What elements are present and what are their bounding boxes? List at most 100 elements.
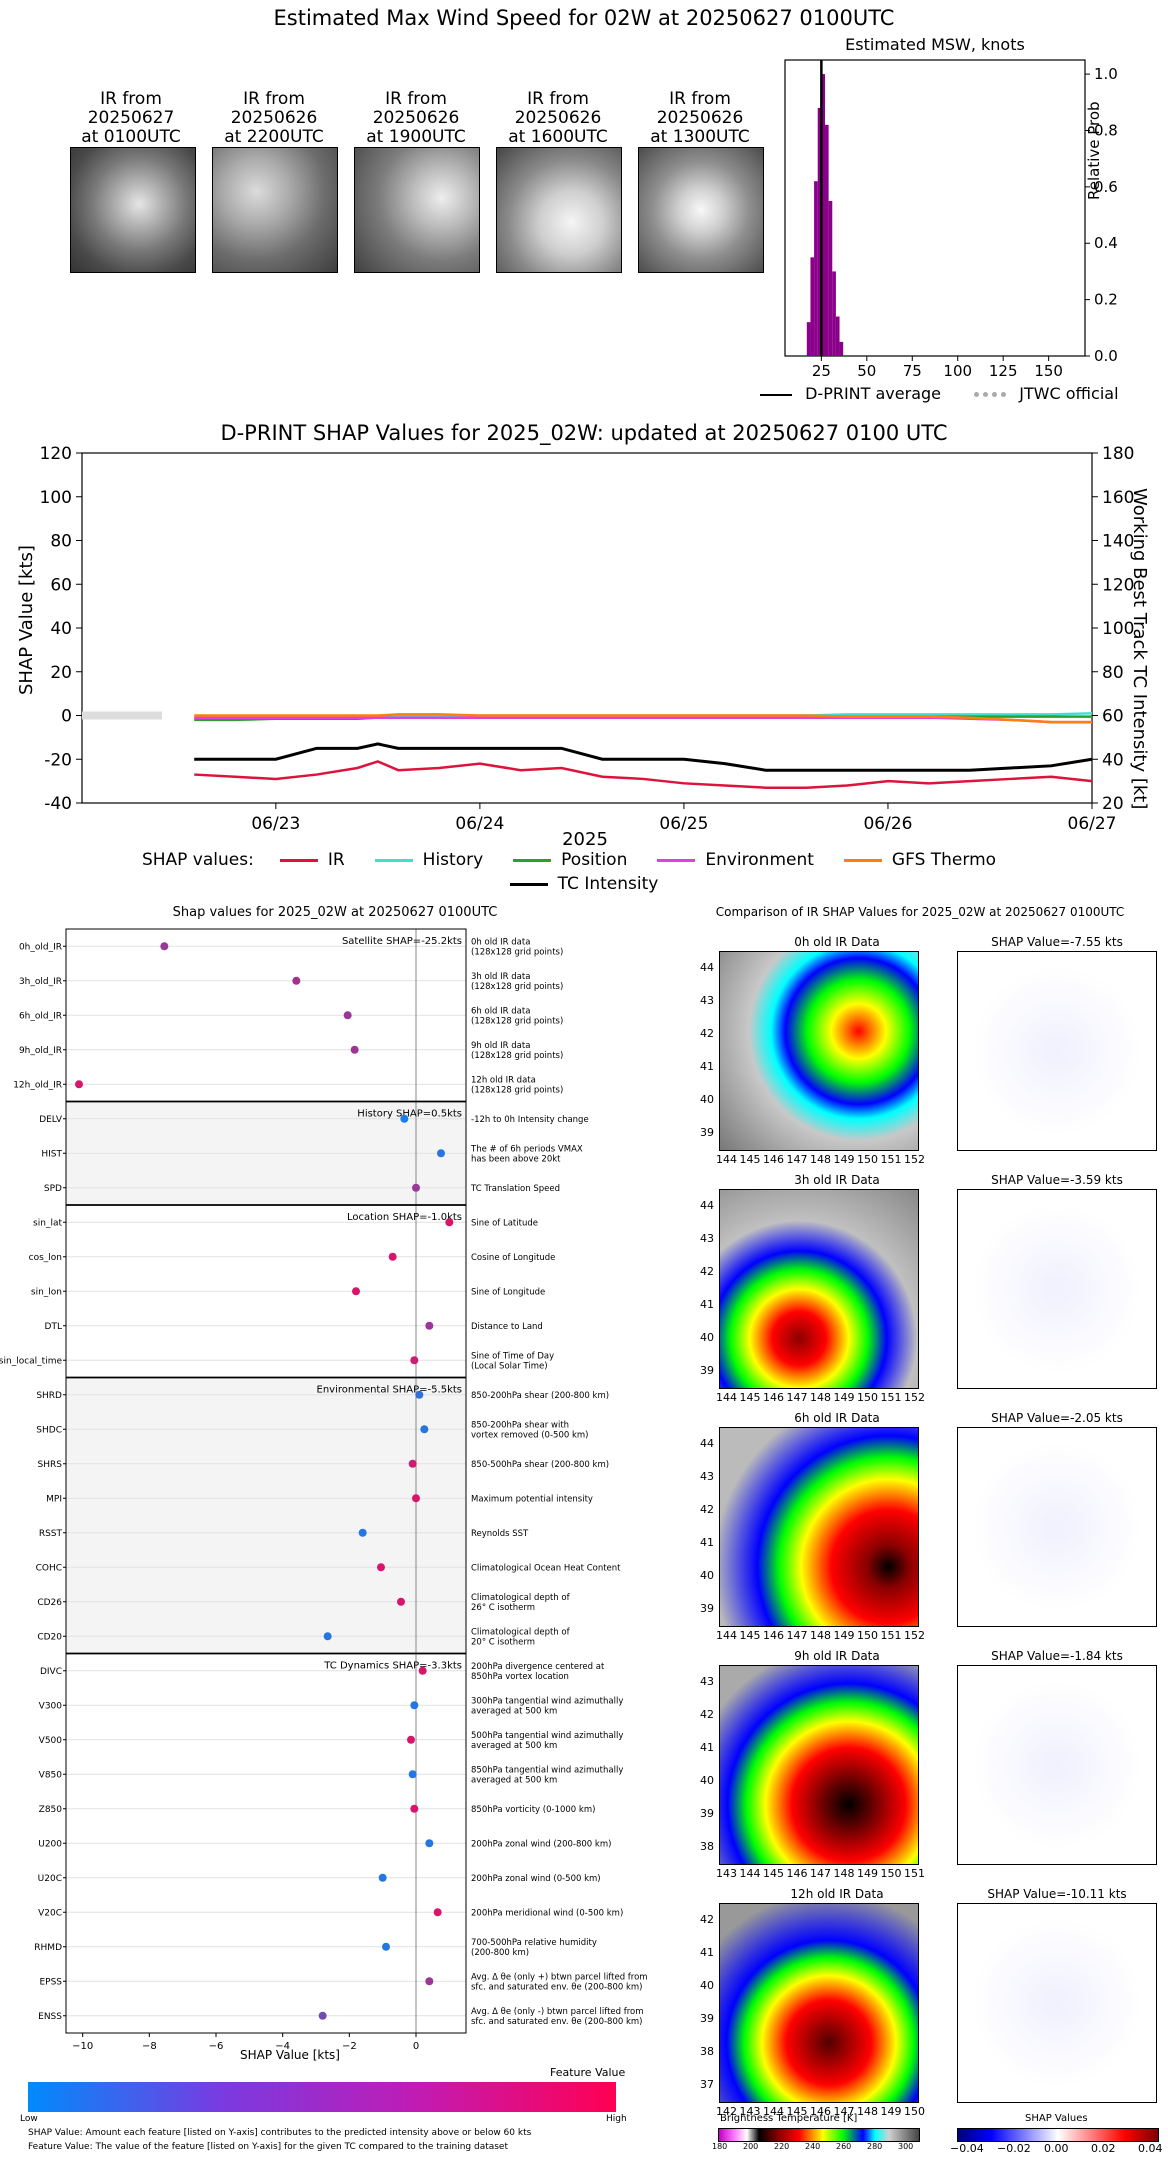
ts-xtick-label: 06/24 xyxy=(455,814,504,834)
feature-description: Avg. Δ θe (only +) btwn parcel lifted fr… xyxy=(471,1972,648,1982)
ts-ytick-left-label: 20 xyxy=(50,663,72,683)
ir-ytick-label: 39 xyxy=(700,1807,714,1820)
ts-ytick-right-label: 40 xyxy=(1102,750,1124,770)
msw-ytick-label: 0.4 xyxy=(1094,234,1118,252)
ts-series-line xyxy=(194,742,1093,772)
feature-name: DTL xyxy=(45,1322,62,1332)
feature-description: 6h old IR data xyxy=(471,1006,530,1016)
feature-name: 0h_old_IR xyxy=(19,942,62,952)
shap-dot xyxy=(412,1494,420,1503)
ir-xtick-label: 149 xyxy=(857,1867,878,1880)
shap-dot xyxy=(437,1149,445,1158)
feature-description: 200hPa zonal wind (200-800 km) xyxy=(471,1839,611,1849)
feature-description: 850hPa tangential wind azimuthally xyxy=(471,1765,623,1775)
feature-name: MPI xyxy=(46,1494,62,1504)
feature-description: -12h to 0h Intensity change xyxy=(471,1115,589,1125)
feature-description: 850hPa vortex location xyxy=(471,1672,569,1682)
msw-histogram: 25 50 75 100 125 150 0.0 0.2 0.4 0.6 0.8 1.0 xyxy=(784,59,1118,380)
feature-description: 850-200hPa shear with xyxy=(471,1420,569,1430)
ir-xtick-label: 150 xyxy=(880,1867,902,1880)
bt-tick-label: 200 xyxy=(743,2142,759,2151)
shap-dot xyxy=(377,1563,385,1572)
ts-xtick-label: 06/27 xyxy=(1068,814,1117,834)
shap-dot xyxy=(75,1080,83,1089)
thumb-title: IR from 20250626 at 2200UTC xyxy=(224,89,324,147)
ir-xtick-label: 145 xyxy=(786,2105,808,2118)
ir-thumbnail xyxy=(212,147,338,273)
ir-xtick-label: 144 xyxy=(739,1867,761,1880)
feature-name: 9h_old_IR xyxy=(19,1046,62,1056)
feature-name: V300 xyxy=(39,1701,63,1711)
msw-bar xyxy=(832,271,836,356)
feature-description: (200-800 km) xyxy=(471,1948,529,1958)
shap-dot xyxy=(323,1632,332,1641)
feature-description: 3h old IR data xyxy=(471,972,530,982)
ir-xtick-label: 144 xyxy=(716,1153,737,1166)
msw-xtick-label: 25 xyxy=(812,362,831,380)
shap-feature-chart: Satellite SHAP=-25.2kts History SHAP=0.5k… xyxy=(0,928,648,2052)
feature-description: 850-200hPa shear (200-800 km) xyxy=(471,1391,609,1401)
ir-xtick-label: 148 xyxy=(857,2105,878,2118)
ir-ytick-label: 41 xyxy=(700,1741,714,1754)
ir-xtick-label: 146 xyxy=(810,2105,831,2118)
shap-dot xyxy=(408,1770,417,1779)
ts-ylabel-left: SHAP Value [kts] xyxy=(16,545,37,695)
ir-ytick-label: 37 xyxy=(700,2078,714,2091)
cbar-low-label: Low xyxy=(20,2114,38,2124)
ir-ytick-label: 38 xyxy=(700,1840,714,1853)
feature-colorbar xyxy=(28,2082,616,2112)
legend-line-icon xyxy=(760,393,792,396)
shap-dot xyxy=(350,1045,359,1054)
feature-description: averaged at 500 km xyxy=(471,1706,557,1716)
shap-dot xyxy=(358,1528,367,1537)
msw-bar xyxy=(839,341,844,356)
ts-ytick-left-label: 60 xyxy=(50,575,72,595)
msw-bar xyxy=(835,316,840,356)
ts-ytick-right-label: 100 xyxy=(1102,619,1134,639)
shap-dot xyxy=(445,1218,454,1227)
ir-thumbnail xyxy=(638,147,764,273)
shap-time-series: 120 100 80 60 40 20 0 -20 -40 180 160 140 120 100 80 60… xyxy=(40,444,1135,834)
ir-xtick-label: 149 xyxy=(833,1629,855,1642)
ir-xtick-label: 144 xyxy=(716,1391,737,1404)
ir-xtick-label: 150 xyxy=(857,1391,878,1404)
bt-tick-label: 240 xyxy=(805,2142,821,2151)
msw-axes-frame xyxy=(784,59,1086,357)
ir-ytick-label: 42 xyxy=(700,1027,714,1040)
ir-thumbnail xyxy=(496,147,622,273)
figure-suptitle: Estimated Max Wind Speed for 02W at 2025… xyxy=(273,6,895,30)
ir-ytick-label: 44 xyxy=(700,1199,714,1212)
ts-ytick-right-label: 180 xyxy=(1102,444,1134,464)
msw-title: Estimated MSW, knots xyxy=(845,35,1025,54)
ts-ytick-right-label: 120 xyxy=(1102,575,1134,595)
feature-description: Avg. Δ θe (only -) btwn parcel lifted fr… xyxy=(471,2007,644,2017)
shap-dot xyxy=(343,1011,352,1020)
msw-xtick-label: 75 xyxy=(903,362,922,380)
shap-dot xyxy=(425,1321,434,1330)
shap-image-panel xyxy=(957,1903,1157,2103)
feature-name: V500 xyxy=(39,1736,63,1746)
bt-tick-label: 220 xyxy=(774,2142,790,2151)
shap-bar-title: Shap values for 2025_02W at 20250627 010… xyxy=(172,905,498,920)
ts-xlabel: 2025 xyxy=(562,829,608,850)
msw-xtick-label: 50 xyxy=(857,362,876,380)
msw-bar xyxy=(817,107,822,356)
feature-name: SHDC xyxy=(36,1425,62,1435)
feature-description: (Local Solar Time) xyxy=(471,1361,548,1371)
shap-dot xyxy=(420,1425,429,1434)
feature-description: TC Translation Speed xyxy=(470,1184,560,1194)
ir-ytick-label: 41 xyxy=(700,1060,714,1073)
ir-ytick-label: 44 xyxy=(700,1437,714,1450)
ir-xtick-label: 150 xyxy=(904,2105,925,2118)
shap-dot xyxy=(292,976,301,985)
bt-tick-label: 180 xyxy=(712,2142,728,2151)
section-label: TC Dynamics SHAP=-3.3kts xyxy=(323,1661,462,1672)
ir-xtick-label: 145 xyxy=(739,1153,761,1166)
ir-image-panel xyxy=(719,1665,919,1865)
thumb-title: IR from 20250626 at 1900UTC xyxy=(366,89,466,147)
shap-dot xyxy=(408,1459,417,1468)
feature-description: 500hPa tangential wind azimuthally xyxy=(471,1731,623,1741)
ts-axes-frame xyxy=(81,452,1093,804)
msw-xtick-label: 125 xyxy=(989,362,1018,380)
ir-ytick-label: 43 xyxy=(700,1232,714,1245)
